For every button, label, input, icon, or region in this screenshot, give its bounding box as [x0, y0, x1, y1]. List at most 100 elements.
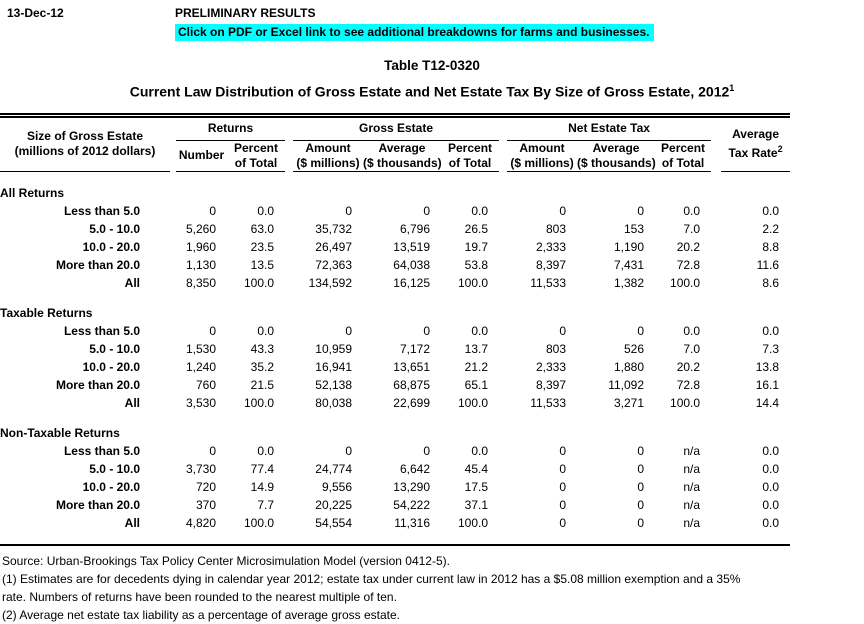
- spacer-cell: [499, 514, 507, 532]
- table-body: All Returns Less than 5.0 0 0.0 0 0 0.0 0 0 0.0 0.…: [0, 171, 790, 532]
- value-cell: 65.1: [464, 377, 489, 392]
- value-cell: 24,774: [315, 461, 352, 476]
- value-cell: 22,699: [393, 395, 430, 410]
- spacer-cell: [711, 274, 721, 292]
- value-cell: 14.9: [250, 479, 274, 494]
- value-cell: 26.5: [464, 221, 489, 236]
- value-cell: 6,642: [399, 461, 430, 476]
- value-cell: 54,554: [315, 515, 352, 530]
- value-cell: 2.2: [762, 221, 780, 236]
- value-cell: 1,960: [185, 239, 216, 254]
- value-cell: n/a: [683, 497, 701, 512]
- footnotes: Source: Urban-Brookings Tax Policy Cente…: [0, 548, 864, 624]
- spacer-cell: [285, 274, 293, 292]
- value-cell: 26,497: [315, 239, 352, 254]
- value-cell: n/a: [683, 479, 701, 494]
- value-cell: 11,533: [530, 395, 567, 410]
- spacer-cell: [285, 340, 293, 358]
- value-cell: 2,333: [536, 359, 567, 374]
- spacer-cell: [711, 514, 721, 532]
- value-cell: 0.0: [683, 203, 701, 218]
- table-row: All 8,350 100.0 134,592 16,125 100.0 11,533 1,3…: [0, 274, 790, 292]
- number-col-header: Number: [176, 140, 227, 172]
- subtitle-footnote-marker: 1: [729, 83, 735, 93]
- returns-percent-col-header: Percent of Total: [227, 140, 285, 172]
- spacer-cell: [499, 256, 507, 274]
- size-of-gross-estate-header: Size of Gross Estate (millions of 2012 d…: [0, 117, 170, 172]
- value-cell: 0: [559, 323, 567, 338]
- value-cell: 11.6: [756, 257, 780, 272]
- value-cell: 100.0: [458, 395, 489, 410]
- table-subtitle: Current Law Distribution of Gross Estate…: [0, 83, 864, 100]
- value-cell: 0.0: [762, 515, 780, 530]
- value-cell: 134,592: [308, 275, 352, 290]
- value-cell: 0: [209, 323, 216, 338]
- value-cell: 72.8: [676, 257, 701, 272]
- table-row: 10.0 - 20.0 720 14.9 9,556 13,290 17.5 0 0 n/a 0.…: [0, 478, 790, 496]
- spacer-cell: [499, 394, 507, 412]
- value-cell: 100.0: [243, 395, 274, 410]
- value-cell: 17.5: [464, 479, 489, 494]
- rate-footnote-marker: 2: [777, 144, 783, 155]
- value-cell: 13.5: [250, 257, 274, 272]
- spacer-cell: [499, 496, 507, 514]
- note2: (2) Average net estate tax liability as …: [2, 607, 401, 622]
- value-cell: 45.4: [464, 461, 489, 476]
- spacer-cell: [285, 496, 293, 514]
- estate-tax-table: Size of Gross Estate (millions of 2012 d…: [0, 117, 791, 532]
- value-cell: 760: [195, 377, 216, 392]
- value-cell: 35,732: [315, 221, 352, 236]
- spacer-cell: [711, 460, 721, 478]
- spacer-cell: [499, 340, 507, 358]
- spacer-col: [285, 118, 293, 172]
- value-cell: 3,730: [185, 461, 216, 476]
- subtitle-text: Current Law Distribution of Gross Estate…: [129, 83, 730, 100]
- row-label: All: [124, 515, 140, 530]
- value-cell: n/a: [683, 461, 701, 476]
- row-label: 10.0 - 20.0: [82, 239, 140, 254]
- value-cell: 0: [637, 515, 645, 530]
- value-cell: 13,290: [393, 479, 430, 494]
- table-row: More than 20.0 370 7.7 20,225 54,222 37.1 0 0 n/…: [0, 496, 790, 514]
- value-cell: 0.0: [762, 203, 780, 218]
- value-cell: 8,397: [536, 257, 567, 272]
- spacer-cell: [711, 220, 721, 238]
- gross-estate-group-header: Gross Estate: [293, 117, 500, 141]
- value-cell: 13,651: [393, 359, 430, 374]
- value-cell: 1,130: [185, 257, 216, 272]
- value-cell: 7.0: [683, 341, 701, 356]
- table-row: 5.0 - 10.0 5,260 63.0 35,732 6,796 26.5 803 153…: [0, 220, 790, 238]
- value-cell: 0: [423, 203, 430, 218]
- section-title: All Returns: [0, 185, 65, 200]
- value-cell: 0.0: [762, 443, 780, 458]
- value-cell: 16.1: [755, 377, 780, 392]
- spacer-cell: [499, 376, 507, 394]
- value-cell: 8,397: [536, 377, 567, 392]
- spacer-cell: [711, 478, 721, 496]
- spacer-cell: [285, 514, 293, 532]
- table-row: Less than 5.0 0 0.0 0 0 0.0 0 0 n/a 0.0: [0, 442, 790, 460]
- value-cell: 803: [546, 341, 567, 356]
- spacer-cell: [499, 322, 507, 340]
- value-cell: 72.8: [676, 377, 701, 392]
- value-cell: 0.0: [257, 443, 274, 458]
- section-title: Non-Taxable Returns: [0, 425, 120, 440]
- value-cell: 0.0: [762, 479, 780, 494]
- value-cell: 72,363: [315, 257, 352, 272]
- value-cell: 370: [195, 497, 216, 512]
- value-cell: 37.1: [464, 497, 489, 512]
- value-cell: 0.0: [762, 323, 780, 338]
- value-cell: 54,222: [393, 497, 430, 512]
- value-cell: 13.7: [464, 341, 489, 356]
- section-row: Taxable Returns: [0, 292, 790, 322]
- value-cell: 0.0: [257, 323, 274, 338]
- value-cell: 0.0: [762, 461, 780, 476]
- value-cell: 21.2: [464, 359, 489, 374]
- value-cell: 1,530: [185, 341, 216, 356]
- value-cell: 0: [345, 323, 352, 338]
- spacer-cell: [711, 238, 721, 256]
- value-cell: 19.7: [464, 239, 489, 254]
- spacer-cell: [285, 376, 293, 394]
- value-cell: 11,092: [608, 377, 645, 392]
- preliminary-label: PRELIMINARY RESULTS: [175, 6, 316, 20]
